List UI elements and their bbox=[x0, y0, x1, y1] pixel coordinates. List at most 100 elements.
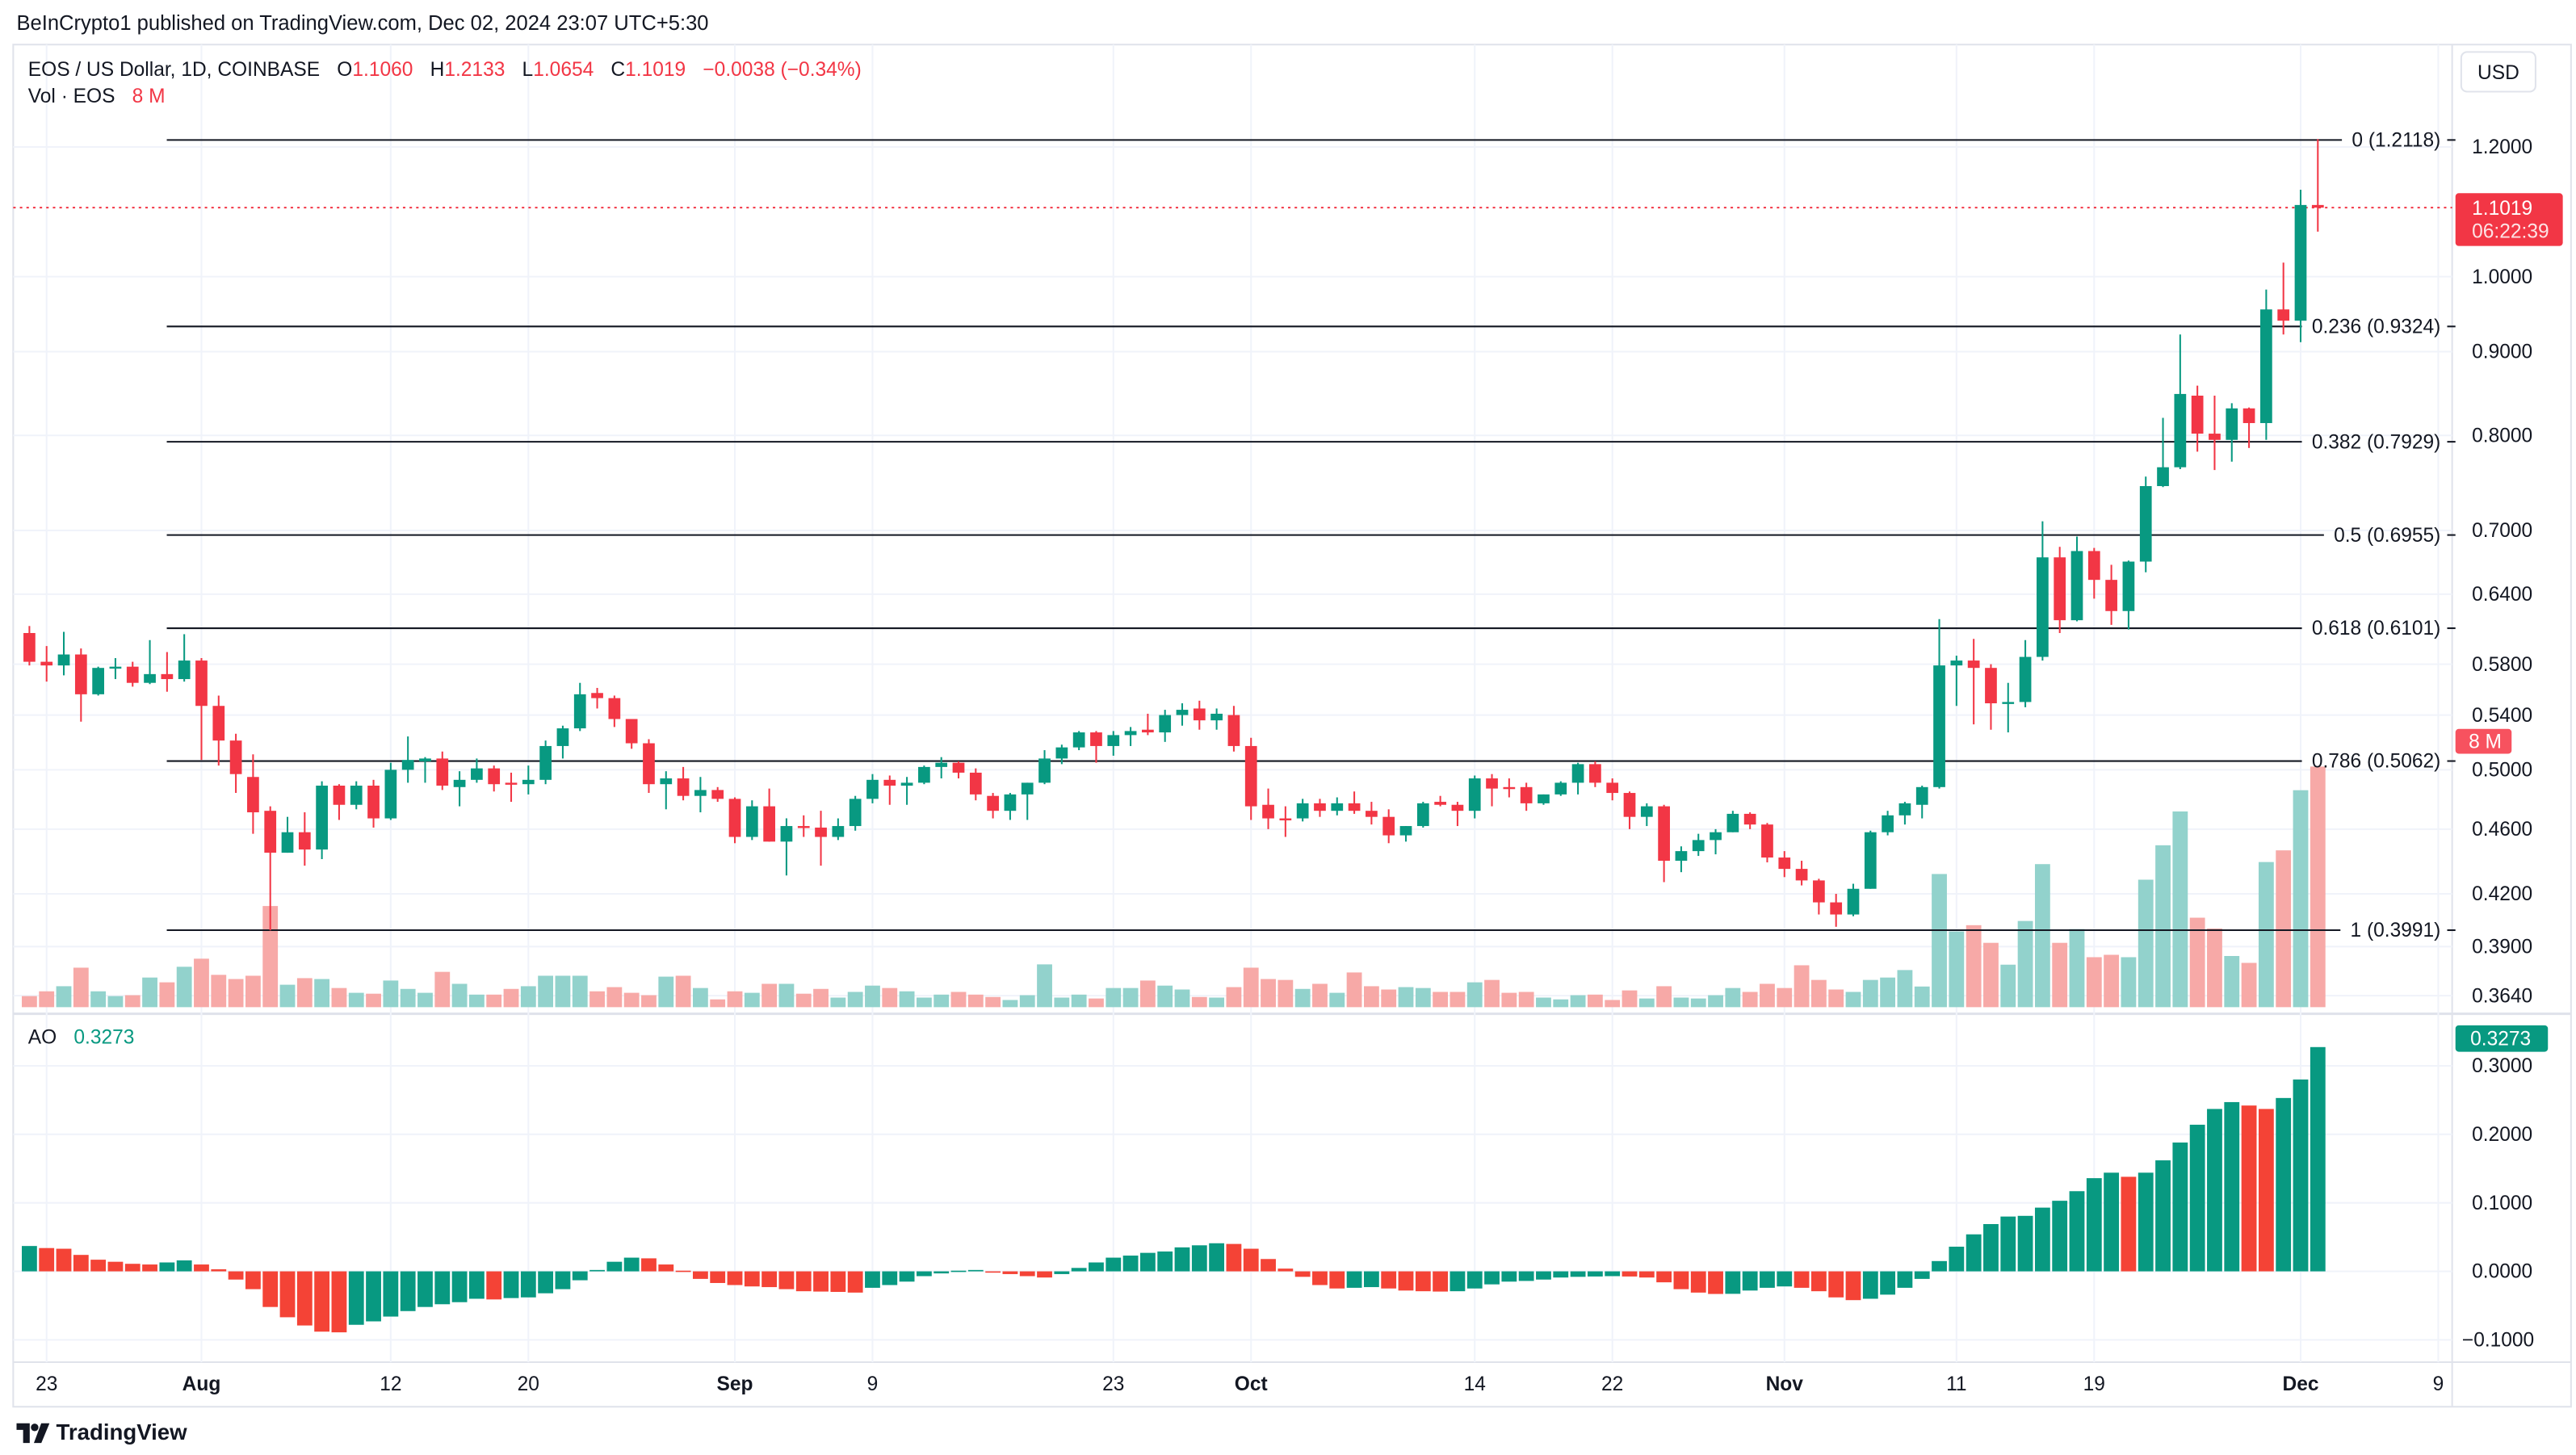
candle bbox=[643, 739, 655, 794]
volume-label[interactable]: Vol · EOS bbox=[27, 84, 115, 107]
candle bbox=[1314, 799, 1326, 817]
ao-bar bbox=[1054, 1271, 1070, 1274]
candle bbox=[1898, 802, 1911, 825]
close-label: C bbox=[610, 57, 626, 82]
price-tick-label: 0.5000 bbox=[2472, 760, 2532, 782]
ao-bar bbox=[486, 1271, 502, 1300]
candle-body bbox=[109, 666, 122, 669]
candle-body bbox=[1072, 732, 1085, 748]
candle-body bbox=[2277, 309, 2290, 321]
ao-bar bbox=[331, 1271, 347, 1333]
candle-body bbox=[1915, 786, 1928, 805]
volume-bar bbox=[1828, 989, 1844, 1008]
ao-bar bbox=[1673, 1271, 1689, 1289]
candle bbox=[1520, 782, 1533, 811]
candle-body bbox=[1004, 794, 1017, 811]
volume-bar bbox=[1690, 998, 1706, 1008]
volume-bar bbox=[1122, 987, 1139, 1008]
candle bbox=[316, 781, 328, 860]
candle bbox=[711, 786, 724, 803]
candle-body bbox=[1107, 735, 1120, 746]
volume-bar bbox=[2138, 879, 2154, 1008]
candle bbox=[247, 754, 259, 834]
candle-body bbox=[2294, 204, 2307, 321]
candle bbox=[281, 816, 294, 853]
candle-body bbox=[608, 698, 621, 719]
ao-bar bbox=[451, 1271, 468, 1302]
ao-bar bbox=[1278, 1268, 1294, 1272]
candle-body bbox=[2209, 434, 2221, 440]
candle-body bbox=[987, 795, 999, 811]
candle-body bbox=[2054, 557, 2066, 621]
candle bbox=[1348, 791, 1361, 814]
volume-bar bbox=[658, 976, 674, 1008]
candle-body bbox=[900, 782, 913, 786]
candle bbox=[367, 779, 380, 828]
volume-bar bbox=[1708, 995, 1723, 1008]
volume-bar bbox=[2104, 954, 2120, 1008]
candle bbox=[522, 765, 535, 795]
currency-button[interactable]: USD bbox=[2460, 51, 2536, 93]
candle bbox=[1416, 802, 1429, 828]
ao-bar bbox=[2138, 1172, 2154, 1272]
price-tick-label: 0.7000 bbox=[2472, 520, 2532, 542]
candle bbox=[1279, 806, 1292, 837]
volume-bar bbox=[142, 977, 157, 1008]
ao-bar bbox=[727, 1271, 743, 1285]
price-axis[interactable]: 1.2000 1.0000 0.9000 0.8000 0.7000 0.6400 0.58… bbox=[2472, 136, 2532, 1007]
volume-bar bbox=[2293, 790, 2309, 1008]
volume-bar bbox=[107, 996, 124, 1008]
candle bbox=[2209, 396, 2221, 471]
ao-bar bbox=[56, 1248, 72, 1272]
ao-bar bbox=[1622, 1271, 1638, 1277]
candle-body bbox=[2242, 408, 2255, 423]
candle bbox=[694, 777, 707, 813]
volume-bar bbox=[2241, 962, 2257, 1008]
candle bbox=[1554, 781, 1567, 796]
ao-bar bbox=[1346, 1271, 1362, 1288]
candle bbox=[419, 757, 431, 783]
candle bbox=[1726, 811, 1739, 832]
volume-bar bbox=[228, 979, 244, 1008]
volume-bar bbox=[744, 992, 760, 1008]
ao-bar bbox=[1381, 1271, 1397, 1289]
candle-body bbox=[1710, 832, 1722, 841]
ao-bar bbox=[2000, 1216, 2016, 1272]
candle-body bbox=[763, 806, 775, 842]
volume-bar bbox=[1673, 997, 1689, 1008]
low-value: 1.0654 bbox=[533, 57, 594, 82]
candle bbox=[1399, 826, 1412, 842]
candle bbox=[401, 736, 414, 783]
candle bbox=[918, 765, 930, 785]
fib-level-label: 0.618 (0.6101) bbox=[2312, 618, 2440, 639]
ao-tick-label: −0.1000 bbox=[2462, 1330, 2534, 1352]
candle bbox=[935, 757, 948, 779]
price-tick-label: 0.5800 bbox=[2472, 654, 2532, 676]
candle-body bbox=[1847, 888, 1860, 915]
volume-bar bbox=[503, 988, 519, 1008]
ao-bar bbox=[1019, 1271, 1035, 1277]
ao-tick-label: 0.1000 bbox=[2472, 1193, 2532, 1214]
volume-badge-bg bbox=[2455, 728, 2512, 754]
ao-bar bbox=[2155, 1160, 2171, 1272]
ao-bar bbox=[1656, 1271, 1672, 1283]
candle-body bbox=[952, 762, 965, 773]
tradingview-logo[interactable]: TradingView bbox=[16, 1420, 187, 1445]
volume-bar bbox=[366, 993, 381, 1008]
ao-bar bbox=[2172, 1143, 2188, 1272]
ao-bar bbox=[1690, 1271, 1706, 1293]
price-tick-label: 1.2000 bbox=[2472, 136, 2532, 158]
volume-bar bbox=[1002, 1000, 1018, 1008]
ao-bar bbox=[1415, 1271, 1431, 1292]
ao-bar bbox=[1294, 1271, 1311, 1277]
volume-bar bbox=[2258, 862, 2274, 1008]
candle-body bbox=[1468, 778, 1481, 811]
ao-label[interactable]: AO bbox=[27, 1025, 57, 1049]
candle-body bbox=[178, 660, 191, 680]
candlestick-series bbox=[23, 139, 2324, 931]
ao-bar bbox=[641, 1258, 657, 1272]
ao-axis: 0.3000 0.2000 0.1000 0.0000 −0.1000 bbox=[2462, 1055, 2534, 1351]
candle bbox=[264, 806, 277, 931]
symbol-title[interactable]: EOS / US Dollar, 1D, COINBASE bbox=[27, 57, 321, 82]
